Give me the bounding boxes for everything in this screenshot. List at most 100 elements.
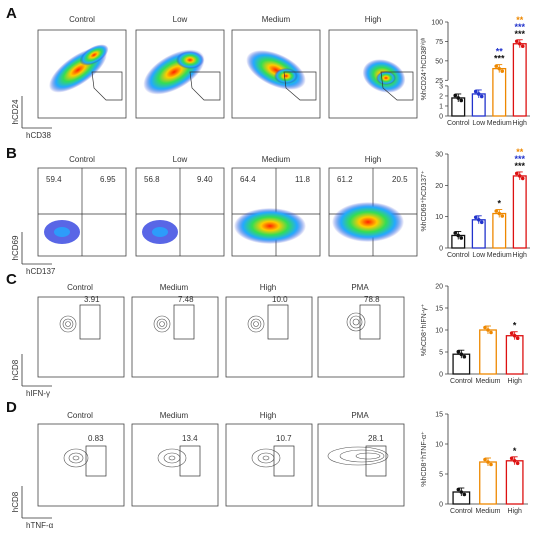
- data-point: [453, 231, 458, 235]
- data-point: [514, 171, 519, 176]
- gate-polygon: [283, 71, 317, 101]
- plot-title: High: [260, 411, 276, 420]
- x-tick-label: High: [507, 378, 522, 385]
- contour-rings: [59, 312, 366, 333]
- y-tick-label: 10: [435, 442, 443, 449]
- data-point: [456, 233, 461, 238]
- quadrant-value: 6.95: [100, 175, 116, 184]
- plot-title: Medium: [262, 15, 291, 24]
- y-tick-label: 15: [435, 412, 443, 419]
- quadrant-value: 11.8: [295, 175, 311, 184]
- bar: [505, 335, 524, 375]
- y-tick-label: 0: [439, 502, 443, 509]
- x-tick-label: Medium: [487, 252, 512, 259]
- gate-box: [79, 304, 101, 340]
- y-axis-label: hCD8: [11, 491, 20, 512]
- panel-letter-d: D: [6, 399, 17, 416]
- density-cloud: [362, 59, 406, 93]
- dot-plot-frame: [231, 29, 321, 119]
- y-axis-label: hCD8: [11, 359, 20, 380]
- x-tick-label: Control: [447, 120, 470, 127]
- dot-plot-frame: [135, 29, 225, 119]
- gate-value: 0.83: [88, 434, 104, 443]
- data-point: [479, 220, 484, 225]
- bar-chart-a: 0 1 2 325 50 75 100 %hCD24⁺hCD38ʰⁱᵍʰ Control Low M…: [420, 15, 530, 127]
- significance-stars: **: [516, 15, 524, 25]
- y-tick-label: 30: [435, 152, 443, 159]
- contour-plot-frame: [131, 296, 219, 378]
- contour-plot-frame: [317, 423, 405, 507]
- contour-plot-frame: [317, 296, 405, 378]
- data-point: [453, 93, 458, 98]
- y-tick-label: 0: [439, 114, 443, 121]
- density-cloud: [44, 220, 80, 244]
- data-point: [497, 211, 502, 216]
- y-tick-label: 5: [439, 472, 443, 479]
- gate-value: 78.8: [364, 295, 380, 304]
- data-point: [512, 459, 517, 463]
- data-point: [476, 92, 481, 96]
- y-tick-label: 10: [435, 328, 443, 335]
- bar: [505, 460, 524, 505]
- plot-title: Control: [67, 411, 93, 420]
- density-cloud: [332, 202, 404, 242]
- significance-stars: *: [513, 321, 517, 331]
- panel-letter-c: C: [6, 271, 17, 288]
- x-tick-label: High: [513, 120, 528, 127]
- quadrant-value: 61.2: [337, 175, 353, 184]
- x-tick-label: High: [513, 252, 528, 259]
- y-tick-label: 100: [431, 20, 443, 27]
- contour-rings: [63, 446, 389, 468]
- data-point: [489, 462, 493, 467]
- plot-title: Medium: [160, 283, 189, 292]
- gate-value: 13.4: [182, 434, 198, 443]
- significance-stars: ***: [514, 154, 525, 164]
- density-cloud: [49, 44, 109, 93]
- data-point: [483, 325, 487, 330]
- y-axis-label: %hCD8⁺hTNF-α⁺: [421, 431, 428, 487]
- data-point: [515, 336, 520, 341]
- gate-value: 28.1: [368, 434, 384, 443]
- data-point: [462, 492, 467, 497]
- contour-plot-frame: [37, 423, 125, 507]
- gate-polygon: [189, 71, 221, 101]
- bar-chart-d: 0 5 10 15 %hCD8⁺hTNF-α⁺ Control Medium High *: [421, 412, 528, 515]
- data-point: [476, 218, 481, 222]
- significance-stars: **: [496, 47, 504, 57]
- quadrant-value: 9.40: [197, 175, 213, 184]
- x-tick-label: Medium: [487, 120, 512, 127]
- y-tick-label: 50: [435, 58, 443, 65]
- x-axis-label: hIFN-γ: [26, 389, 50, 398]
- data-point: [489, 330, 493, 335]
- plot-title: Control: [67, 283, 93, 292]
- data-point: [456, 487, 461, 492]
- significance-stars: **: [516, 147, 524, 157]
- data-point: [486, 460, 490, 464]
- gate-box: [365, 445, 387, 477]
- data-point: [473, 89, 478, 94]
- y-tick-label: 10: [435, 214, 443, 221]
- contour-plot-frame: [225, 296, 313, 378]
- gate-value: 7.48: [178, 295, 194, 304]
- x-tick-label: Medium: [476, 508, 501, 515]
- data-point: [509, 456, 514, 461]
- density-cloud: [143, 49, 205, 95]
- plot-title: Low: [173, 15, 188, 24]
- x-axis-label: hTNF-α: [26, 521, 54, 530]
- bar: [512, 175, 527, 249]
- plot-title: PMA: [351, 411, 369, 420]
- gate-box: [85, 445, 107, 477]
- contour-plot-frame: [131, 423, 219, 507]
- x-tick-label: Medium: [476, 378, 501, 385]
- y-axis-label: %hCD24⁺hCD38ʰⁱᵍʰ: [420, 37, 428, 100]
- plot-title: Control: [69, 15, 95, 24]
- bar: [492, 67, 507, 117]
- panel-c-flow: Control Medium High PMA 3.91 7.48 10.0 7…: [11, 283, 405, 398]
- gate-value: 10.0: [272, 295, 288, 304]
- data-point: [459, 98, 464, 103]
- contour-plot-frame: [37, 296, 125, 378]
- data-point: [494, 209, 499, 213]
- bar: [479, 329, 497, 375]
- y-tick-label: 75: [435, 39, 443, 46]
- x-axis-label: hCD38: [26, 131, 51, 140]
